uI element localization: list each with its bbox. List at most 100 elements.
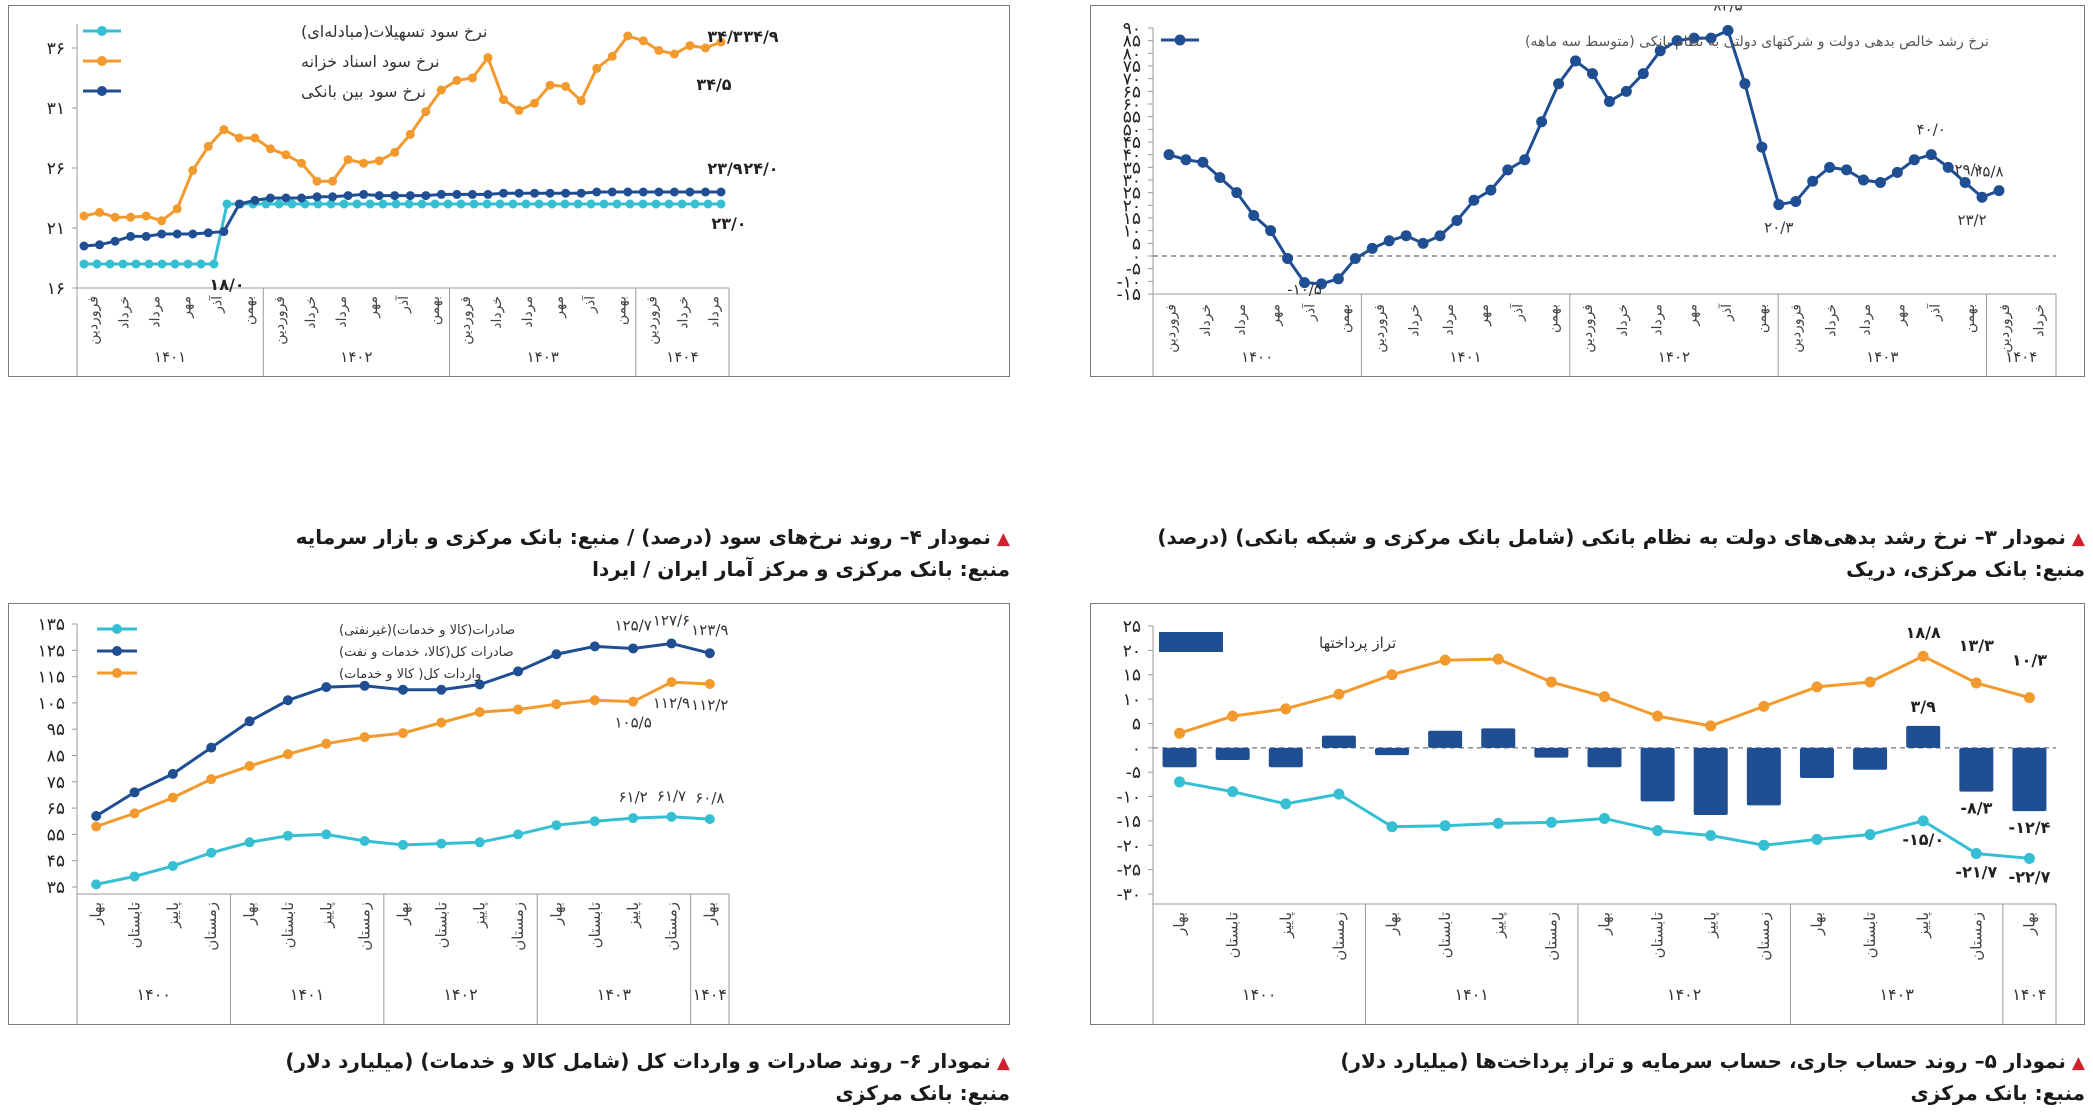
series-cyan-point [456,199,466,209]
data-label: -۸/۳ [1960,799,1992,818]
series-orange-point [297,158,307,168]
year-label: ۱۴۰۴ [2012,985,2046,1004]
year-label: ۱۴۰۲ [1667,985,1701,1004]
y-tick-label: ۹۰ [1123,19,1141,39]
chart5-caption: ▲نمودار ۵– روند حساب جاری، حساب سرمایه و… [1090,1046,2085,1108]
y-tick-label: ۲۶ [47,159,65,179]
series-cyan-point [664,199,674,209]
series-cyan-point [677,199,687,209]
series-cyan-point [551,820,562,831]
series-cyan-point [690,199,700,209]
bar-balance [1534,747,1569,758]
legend-marker [97,26,107,36]
series-debt-growth-point [1756,141,1768,153]
x-tick-label: پاییز [1277,912,1296,939]
series-cyan-point [131,259,141,269]
y-tick-label: -۱۵ [1117,285,1141,305]
x-tick-label: مرداد [706,296,722,328]
series-debt-growth-point [1163,149,1175,161]
series-navy-point [467,189,477,199]
series-debt-growth-point [1620,85,1632,97]
series-navy-point [219,227,229,237]
series-current-account-point [1917,650,1929,662]
x-tick-label: خرداد [1406,304,1422,337]
series-orange-point [716,37,726,47]
x-tick-label: بهار [1808,912,1826,936]
series-cyan-point [92,259,102,269]
x-tick-label: مهر [365,296,381,319]
series-orange-point [95,207,105,217]
series-debt-growth-point [1807,175,1819,187]
series-orange-point [79,211,89,221]
data-label: ۲۳/۰ [711,214,746,233]
x-tick-label: خرداد [1198,304,1214,337]
series-orange-point [203,141,213,151]
series-navy-point [654,187,664,197]
series-orange-point [589,695,600,706]
series-debt-growth-point [1671,35,1683,47]
x-tick-label: تابستان [586,902,604,948]
x-tick-label: مرداد [334,296,350,328]
series-orange-point [281,150,291,160]
series-current-account-point [1811,681,1823,693]
series-orange-point [219,125,229,135]
data-label: ۱۱۲/۲ [691,696,728,714]
series-capital-account-point [1758,839,1770,851]
x-tick-label: مرداد [1858,304,1874,336]
bar-balance [1799,747,1834,779]
x-tick-label: فروردین [1372,304,1388,353]
series-orange-point [265,144,275,154]
series-navy-point [685,187,695,197]
series-orange-point [126,212,136,222]
series-orange-point [321,738,332,749]
series-navy-point [483,189,493,199]
series-cyan-point [534,199,544,209]
series-debt-growth-point [1722,25,1734,37]
series-debt-growth-point [1332,273,1344,285]
y-tick-label: ۱۵ [1123,209,1141,229]
series-navy-point [110,236,120,246]
year-label: ۱۴۰۲ [443,985,477,1004]
series-debt-growth-point [1824,161,1836,173]
series-debt-growth-point [1586,68,1598,80]
series-navy-point [95,240,105,250]
legend-label: تراز پرداختها [1319,634,1396,653]
x-tick-label: پاییز [624,902,643,929]
series-orange-point [172,204,182,214]
x-tick-label: پاییز [1914,912,1933,939]
series-current-account-point [1970,677,1982,689]
data-label: ۴۰/۰ [1917,121,1946,139]
series-cyan-point [666,811,677,822]
x-tick-label: تابستان [126,902,144,948]
bar-balance [1693,747,1728,816]
y-tick-label: ۹۵ [47,720,65,740]
series-debt-growth-point [1637,68,1649,80]
year-label: ۱۴۰۴ [666,348,698,366]
series-debt-growth-point [1502,164,1514,176]
y-tick-label: ۳۵ [1123,158,1141,178]
chart6-panel: ۳۵ ۴۵ ۵۵ ۶۵ ۷۵ ۸۵ ۹۵ ۱۰۵ ۱۱۵ ۱۲۵ ۱۳۵ بهار تابستان پای… [8,603,1010,1025]
chart5-panel: -۳۰ -۲۵ -۲۰ -۱۵ -۱۰ -۵ ۰ ۵ ۱۰ ۱۵ ۲۰ ۲۵ بهار تابستان پا… [1090,603,2085,1025]
year-label: ۱۴۰۳ [527,348,559,366]
series-navy-point [498,188,508,198]
series-navy-point [129,787,140,798]
bar-balance [1906,725,1941,748]
year-label: ۱۴۰۴ [2005,348,2037,366]
series-cyan-point [398,839,408,850]
x-tick-label: بهمن [613,296,629,325]
x-tick-label: فروردین [272,296,288,345]
x-tick-label: خرداد [303,296,319,329]
data-label: ۲۰/۳ [1764,219,1793,237]
year-label: ۱۴۰۱ [1455,985,1489,1004]
series-debt-growth-point [1841,164,1853,176]
series-capital-account-point [1492,817,1504,829]
series-cyan-point [430,199,440,209]
year-label: ۱۴۰۳ [597,985,632,1004]
series-debt-growth-point [1654,45,1666,57]
series-cyan-point [625,199,635,209]
x-tick-label: فروردین [1997,304,2013,353]
data-label: ۱۳/۳ [1959,636,1994,655]
series-orange-point [704,678,715,689]
x-tick-label: پاییز [317,902,336,929]
series-cyan-point [404,199,414,209]
